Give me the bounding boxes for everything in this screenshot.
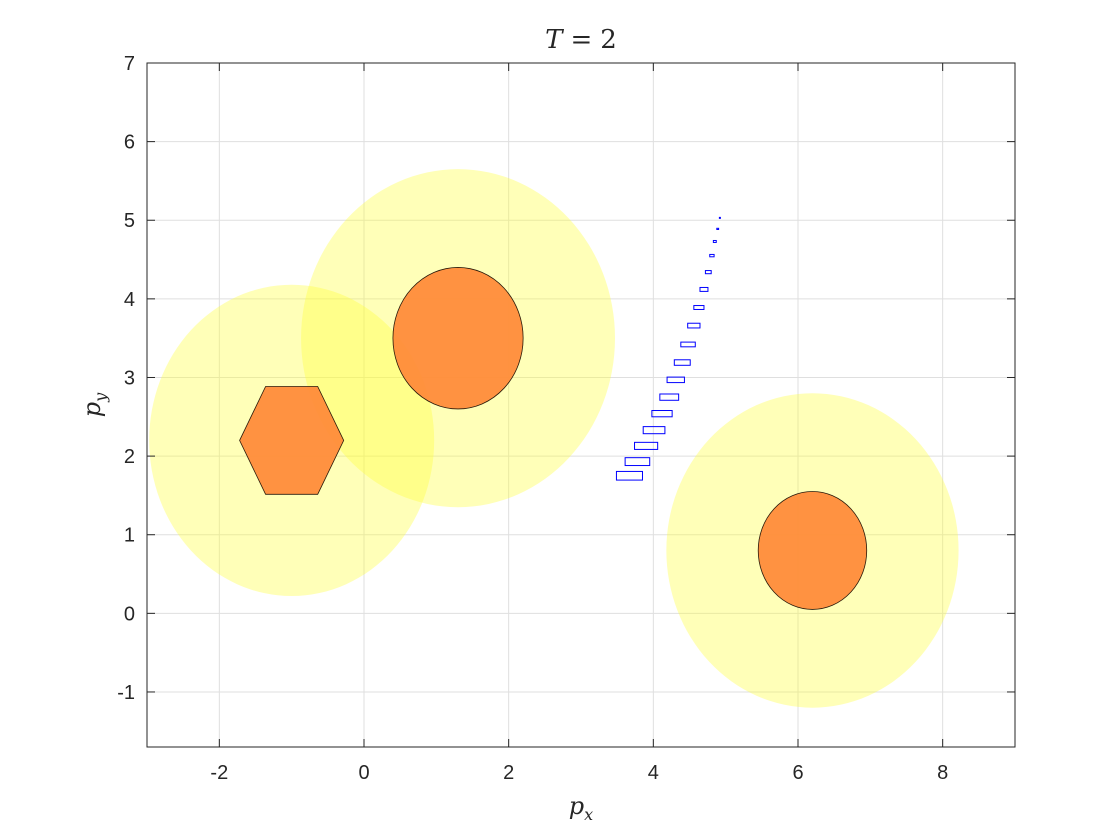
y-tick-label: -1 (117, 682, 135, 704)
trajectory-box-3 (642, 426, 666, 435)
y-axis-label: py (78, 392, 110, 417)
x-axis-label-base: p (569, 792, 584, 820)
x-tick-label: -2 (210, 762, 228, 784)
chart-title: T = 2 (545, 25, 617, 55)
y-axis-label-sub: y (91, 392, 110, 403)
trajectory-box-5 (659, 393, 680, 401)
obstacles (239, 267, 868, 610)
title-operator: = (571, 25, 593, 55)
x-axis-label: px (569, 792, 593, 824)
x-axis-label-sub: x (584, 805, 593, 824)
plot-area-frame (146, 62, 1016, 748)
trajectory-box-4 (651, 410, 673, 418)
grid-lines (147, 62, 1015, 747)
trajectory-box-12 (704, 270, 712, 275)
y-tick-label: 6 (124, 132, 135, 154)
y-tick-label: 1 (124, 525, 135, 547)
trajectory-box-1 (624, 457, 651, 467)
y-tick-label: 5 (124, 210, 135, 232)
axis-ticks: -2 0 2 4 6 8 -1 0 1 2 3 4 5 6 7 (117, 53, 1015, 784)
title-value: 2 (600, 25, 617, 55)
trajectory-box-6 (666, 376, 685, 384)
y-tick-label: 3 (124, 367, 135, 389)
trajectory-box-15 (716, 227, 720, 230)
trajectory-box-14 (712, 239, 717, 243)
y-axis-label-base: p (78, 402, 106, 417)
trajectory-box-10 (693, 305, 705, 310)
ellipse-obstacle-2 (757, 491, 868, 610)
title-variable: T (545, 25, 564, 55)
ellipse-obstacle-1 (392, 267, 524, 410)
x-tick-label: 0 (358, 762, 369, 784)
x-tick-label: 6 (792, 762, 803, 784)
trajectory-footprints (615, 216, 721, 481)
trajectory-box-16 (718, 216, 721, 219)
x-tick-label: 2 (503, 762, 514, 784)
trajectory-box-13 (709, 253, 715, 258)
y-tick-label: 4 (124, 289, 135, 311)
trajectory-box-9 (687, 322, 701, 329)
trajectory-box-7 (673, 359, 691, 366)
x-tick-label: 4 (648, 762, 659, 784)
y-tick-label: 7 (124, 53, 135, 75)
y-tick-label: 0 (124, 603, 135, 625)
trajectory-box-2 (634, 441, 659, 450)
x-tick-label: 8 (937, 762, 948, 784)
y-tick-label: 2 (124, 446, 135, 468)
trajectory-box-0 (615, 470, 643, 481)
trajectory-box-8 (680, 341, 696, 348)
trajectory-box-11 (699, 286, 709, 292)
hexagon-obstacle (239, 386, 345, 495)
